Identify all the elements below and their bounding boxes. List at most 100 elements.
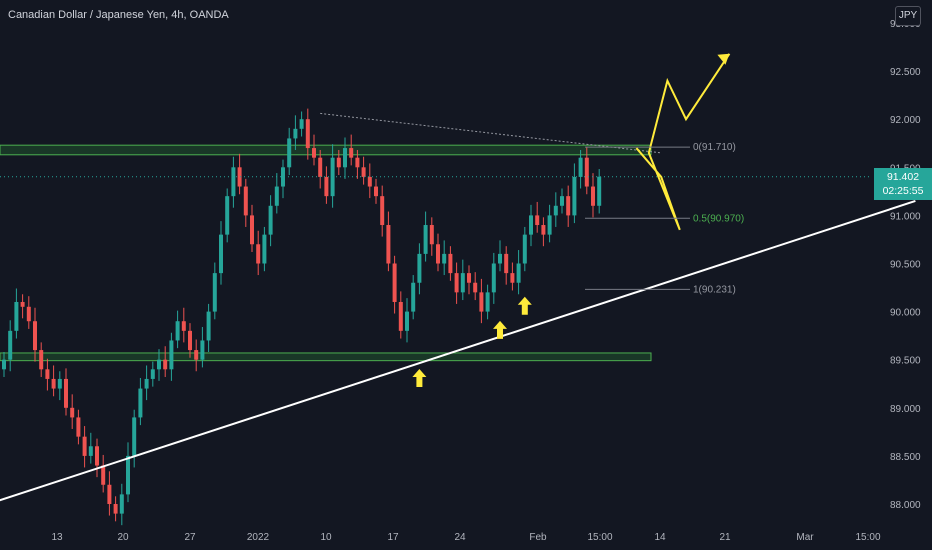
time-axis[interactable]: 13 20 27 2022 10 17 24 Feb 15:00 14 21 Mar 15:00 [51, 532, 881, 543]
candle-body [212, 273, 217, 312]
candle-body [231, 167, 236, 197]
candle-body [88, 446, 93, 456]
candle [8, 320, 13, 372]
candle [522, 226, 527, 272]
candle [225, 188, 230, 243]
candle [150, 361, 155, 387]
candle [45, 358, 50, 391]
candle [33, 307, 37, 362]
time-tick-label: Feb [529, 532, 547, 543]
candle-body [324, 176, 329, 197]
candle-body [541, 225, 546, 235]
fib-level-label: 0.5(90.970) [693, 213, 744, 224]
candle-body [553, 205, 558, 216]
projection-path [635, 53, 731, 231]
bar-countdown: 02:25:55 [882, 185, 924, 197]
candle [101, 454, 106, 493]
candle [386, 211, 391, 272]
candle [20, 294, 25, 319]
candle-body [529, 215, 533, 235]
candle-body [132, 417, 137, 456]
candle [95, 438, 99, 478]
candle [274, 173, 279, 214]
candle [547, 204, 552, 243]
candle [584, 147, 589, 195]
time-tick-label: Mar [796, 532, 814, 543]
candle-body [361, 167, 366, 177]
candle-body [262, 234, 267, 264]
candle-body [491, 263, 496, 293]
currency-badge[interactable]: JPY [895, 6, 921, 26]
candle [324, 166, 329, 204]
candle-body [237, 167, 242, 187]
candle-body [101, 465, 106, 485]
time-tick-label: 27 [184, 532, 196, 543]
candle [262, 226, 267, 272]
time-tick-label: 17 [387, 532, 399, 543]
candle-body [107, 484, 112, 504]
candle-body [454, 273, 459, 293]
candle [597, 169, 602, 214]
candle-body [510, 273, 515, 283]
candle [200, 326, 205, 368]
candle [231, 156, 236, 208]
candle [535, 201, 540, 233]
candle-body [219, 234, 223, 274]
rising-trendline [0, 200, 916, 502]
candle [175, 310, 180, 349]
time-tick-label: 13 [51, 532, 63, 543]
candle [460, 259, 465, 301]
support-zone [0, 352, 652, 362]
candle-body [144, 378, 149, 389]
candle-body [336, 157, 341, 168]
candle [157, 349, 161, 381]
time-tick-label: 15:00 [587, 532, 612, 543]
candle-body [597, 176, 602, 206]
candle [188, 323, 192, 358]
candle [119, 483, 124, 526]
candle-body [8, 330, 13, 360]
candle [256, 230, 261, 276]
candle-body [411, 282, 416, 312]
candle-body [591, 186, 595, 206]
candle-body [181, 321, 186, 331]
candle [355, 149, 360, 179]
candle [553, 192, 558, 227]
fib-layer: 0(91.710) 0.5(90.970) 1(90.231) [585, 142, 744, 295]
candle-body [473, 282, 478, 293]
candle [343, 137, 347, 179]
candle-body [386, 225, 391, 264]
price-axis[interactable]: 93.00092.50092.00091.50091.00090.50090.0… [890, 19, 921, 511]
candle-body [305, 119, 310, 149]
candle [281, 159, 285, 199]
candle-body [64, 378, 68, 408]
candle-body [206, 311, 211, 341]
candle [591, 173, 595, 218]
candle-body [392, 263, 397, 302]
candle [374, 178, 378, 204]
candle [181, 307, 186, 343]
candle [2, 352, 6, 378]
candle [132, 409, 137, 468]
candle [398, 291, 403, 339]
candle [138, 377, 143, 426]
candle [578, 149, 583, 189]
candle-body [448, 253, 453, 274]
candle-body [516, 263, 521, 283]
candle [560, 188, 564, 214]
candle [212, 262, 217, 320]
candle-body [51, 378, 56, 389]
last-price-value: 91.402 [886, 171, 920, 183]
candle [498, 240, 502, 272]
candle [367, 163, 372, 199]
price-tick-label: 92.500 [890, 67, 921, 78]
candle [392, 255, 397, 314]
falling-trendline [320, 112, 662, 154]
candle [144, 365, 149, 401]
candle-body [405, 311, 409, 331]
candle-body [566, 196, 571, 216]
price-tick-label: 89.500 [890, 356, 921, 367]
time-tick-label: 24 [454, 532, 466, 543]
candle [169, 332, 174, 381]
